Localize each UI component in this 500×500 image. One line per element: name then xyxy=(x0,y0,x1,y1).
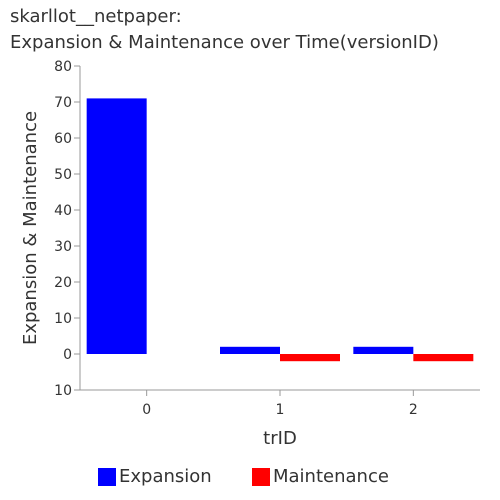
chart-title-line2: Expansion & Maintenance over Time(versio… xyxy=(10,32,439,53)
y-tick-label: 10 xyxy=(54,383,72,399)
y-tick-label: 80 xyxy=(54,59,72,75)
legend-swatch-expansion xyxy=(98,467,116,486)
y-tick-label: 0 xyxy=(63,347,72,363)
y-axis-label: Expansion & Maintenance xyxy=(20,111,41,345)
legend-item-maintenance: Maintenance xyxy=(252,466,389,487)
x-axis-label: trID xyxy=(263,428,297,449)
bar-chart: 80 70 60 50 40 30 20 10 0 10 0 1 2 trID Expansion & Ma… xyxy=(20,59,480,449)
x-tick-label: 2 xyxy=(409,402,418,418)
bar-maintenance-2 xyxy=(413,354,474,362)
bar-maintenance-1 xyxy=(280,354,340,362)
x-tick-label: 0 xyxy=(142,402,151,418)
legend-label-maintenance: Maintenance xyxy=(273,466,389,487)
y-tick-label: 60 xyxy=(54,131,72,147)
legend: Expansion Maintenance xyxy=(0,466,500,490)
bar-expansion-1 xyxy=(220,346,280,354)
legend-item-expansion: Expansion xyxy=(98,466,212,487)
bar-expansion-0 xyxy=(86,98,147,355)
y-tick-label: 70 xyxy=(54,95,72,111)
legend-label-expansion: Expansion xyxy=(119,466,212,487)
y-tick-label: 50 xyxy=(54,167,72,183)
y-tick-label: 40 xyxy=(54,203,72,219)
y-tick-label: 30 xyxy=(54,239,72,255)
bar-expansion-2 xyxy=(353,346,414,354)
x-tick-label: 1 xyxy=(276,402,285,418)
y-tick-label: 20 xyxy=(54,275,72,291)
legend-swatch-maintenance xyxy=(252,467,270,486)
chart-title-line1: skarllot__netpaper: xyxy=(10,6,182,27)
y-tick-label: 10 xyxy=(54,311,72,327)
